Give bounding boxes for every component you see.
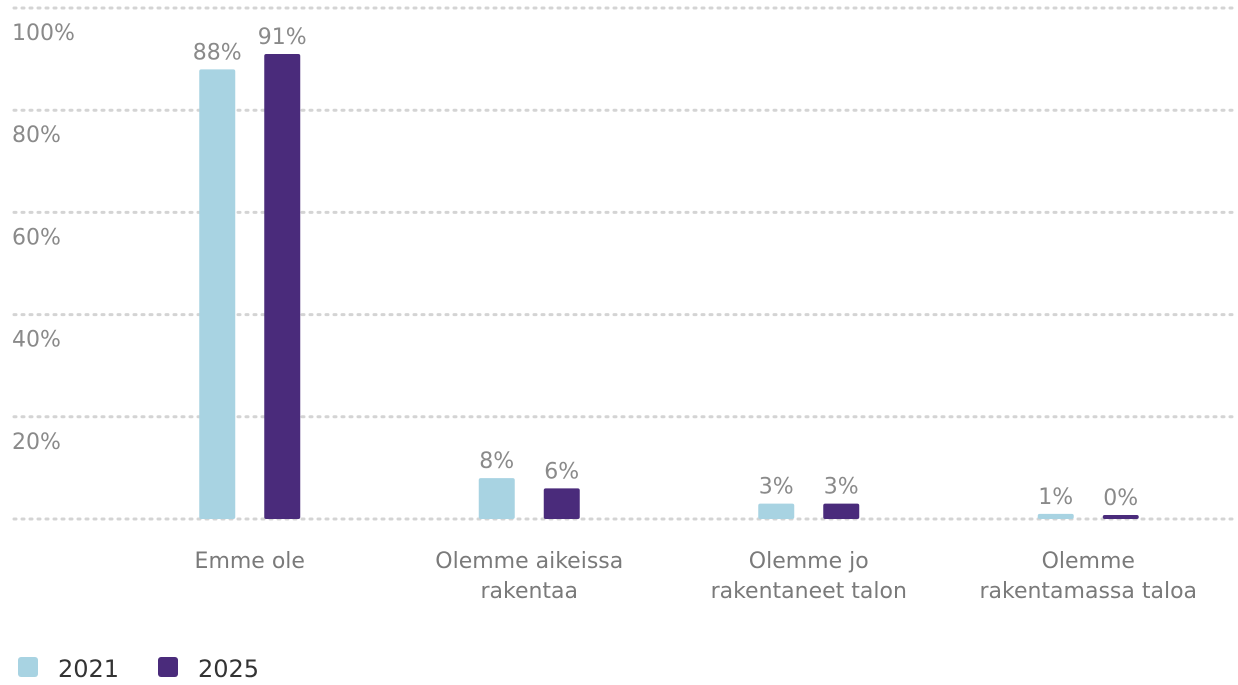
category-label: Olemme [1042,549,1135,574]
y-tick-label: 60% [12,225,61,250]
bar-2025-4 [1102,515,1139,519]
category-label: rakentaneet talon [711,579,907,604]
y-tick-label: 80% [12,123,61,148]
data-label: 3% [824,475,859,500]
data-label: 88% [193,40,242,65]
legend: 2021 2025 [18,655,259,683]
bar-2021-4 [1037,513,1074,519]
y-axis-ticks: 20% 40% 60% 80% 100% [12,21,75,455]
bar-2021-3 [758,503,795,519]
bars [199,53,1139,520]
data-label: 6% [544,459,579,484]
bar-2025-2 [543,488,580,519]
category-label: rakentaa [480,579,578,604]
data-label: 91% [258,25,307,50]
y-tick-label: 100% [12,21,75,46]
gridlines [12,6,1234,521]
category-labels: Emme ole Olemme aikeissa rakentaa Olemme jo… [195,549,1197,604]
bar-2025-1 [264,53,301,520]
data-labels: 88% 91% 8% 6% 3% 3% 1% 0% [193,25,1138,511]
y-tick-label: 20% [12,430,61,455]
legend-swatch-2021 [18,657,38,677]
category-label: Olemme aikeissa [435,549,623,574]
data-label: 1% [1038,485,1073,510]
category-label: rakentamassa taloa [979,579,1197,604]
data-label: 8% [479,449,514,474]
category-label: Olemme jo [749,549,869,574]
legend-swatch-2025 [158,657,178,677]
legend-label-2025: 2025 [198,655,259,683]
bar-2025-3 [823,503,860,519]
data-label: 0% [1103,486,1138,511]
category-label: Emme ole [195,549,305,574]
y-tick-label: 40% [12,328,61,353]
bar-2021-2 [478,478,515,519]
data-label: 3% [759,475,794,500]
legend-label-2021: 2021 [58,655,119,683]
bar-2021-1 [199,69,236,519]
